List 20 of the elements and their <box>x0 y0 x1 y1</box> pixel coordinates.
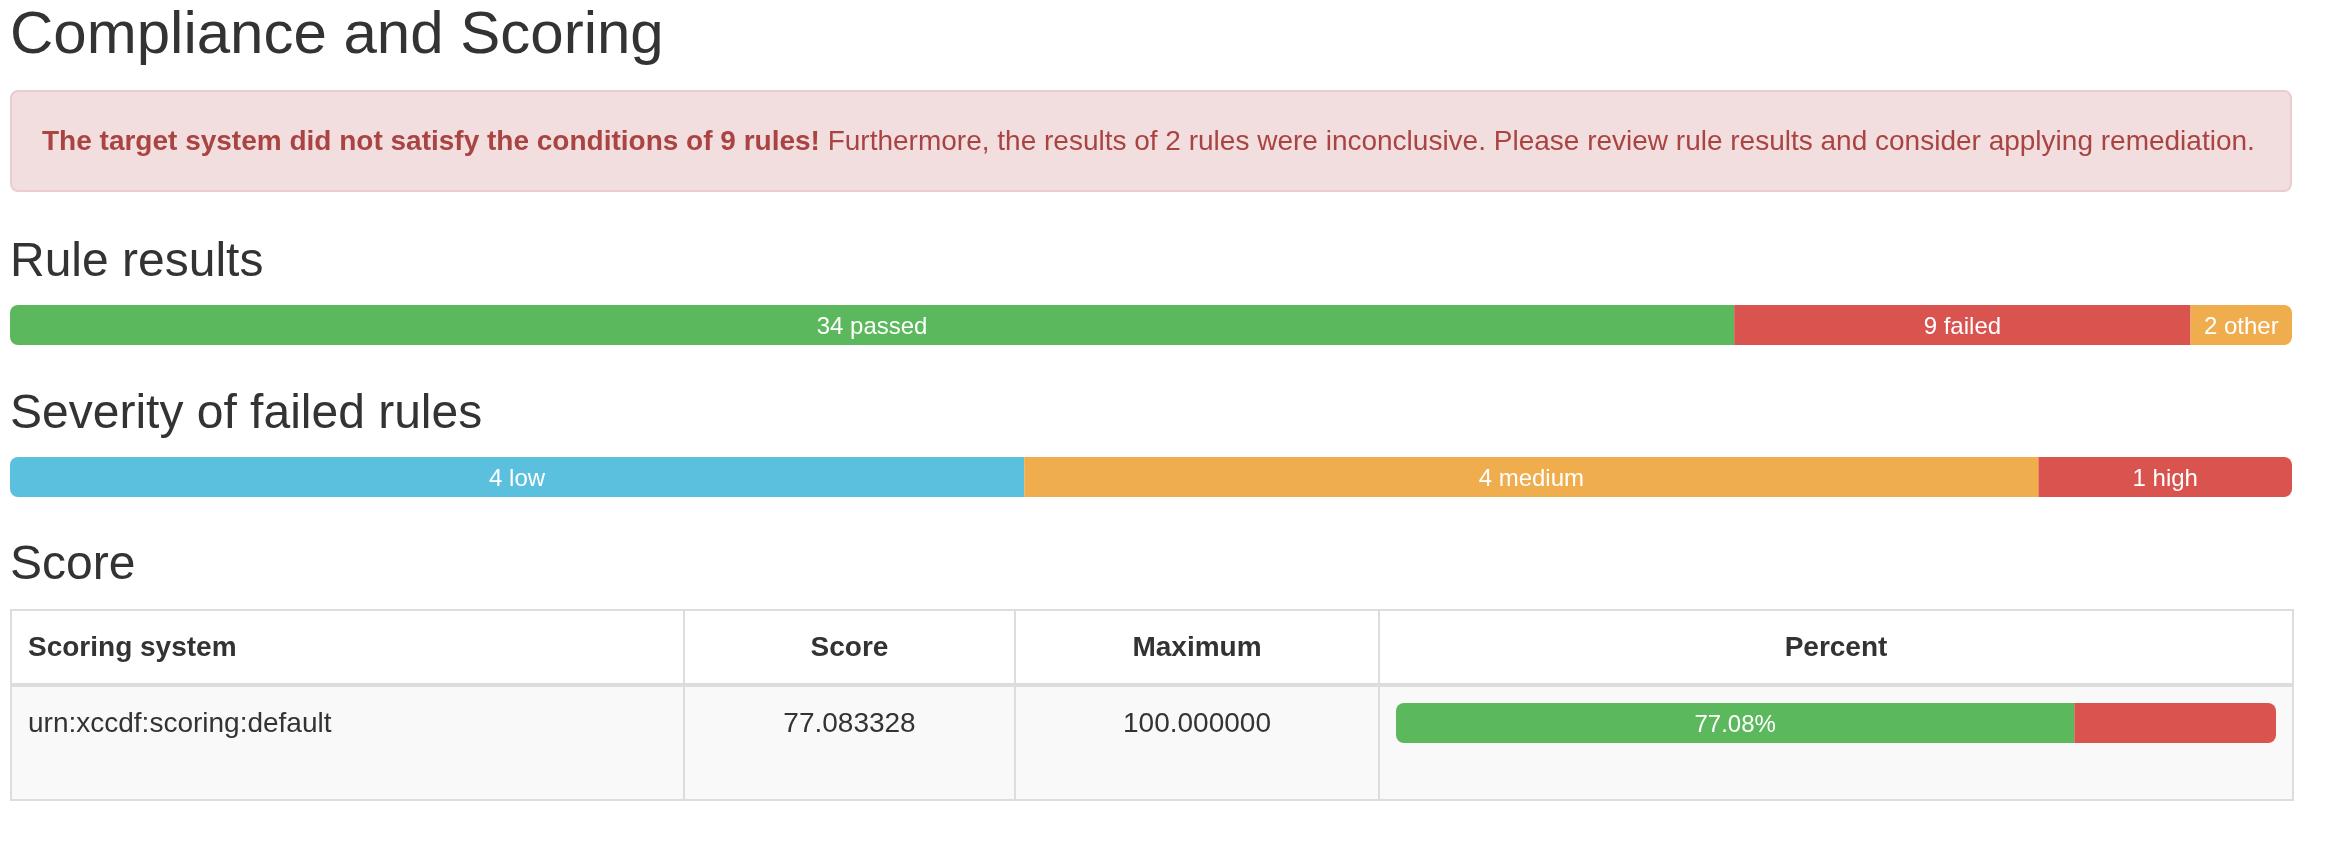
text: Percent <box>1379 609 2293 685</box>
data-label: 1 high <box>2132 463 2198 491</box>
text: urn:xccdf:scoring:default <box>11 684 684 800</box>
text: Score <box>10 536 136 590</box>
text: Compliance and Scoring <box>10 0 664 66</box>
data-label: 34 passed <box>816 311 928 339</box>
text: 100.000000 <box>1015 684 1379 800</box>
text: Score <box>684 609 1015 685</box>
text: The target system did not satisfy the conditions of 9 rules! <box>42 125 820 156</box>
text: 77.083328 <box>684 684 1015 800</box>
data-label: 2 other <box>2203 311 2279 339</box>
text: Maximum <box>1015 609 1379 685</box>
data-label: 4 medium <box>1478 463 1585 491</box>
chart-title: Severity of failed rules <box>10 385 483 439</box>
text: Furthermore, the results of 2 rules were inconclusive. Please review rule results and consider applying remediation. <box>827 125 2255 156</box>
data-label: 77.08% <box>1694 709 1776 737</box>
text: Scoring system <box>11 609 684 685</box>
data-label: 9 failed <box>1923 311 2002 339</box>
chart-title: Rule results <box>10 233 264 287</box>
data-label: 4 low <box>489 463 546 491</box>
